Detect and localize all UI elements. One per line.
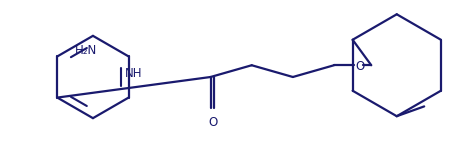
Text: H₂N: H₂N [75,44,97,57]
Text: O: O [356,60,365,73]
Text: NH: NH [125,67,142,80]
Text: O: O [208,116,217,129]
